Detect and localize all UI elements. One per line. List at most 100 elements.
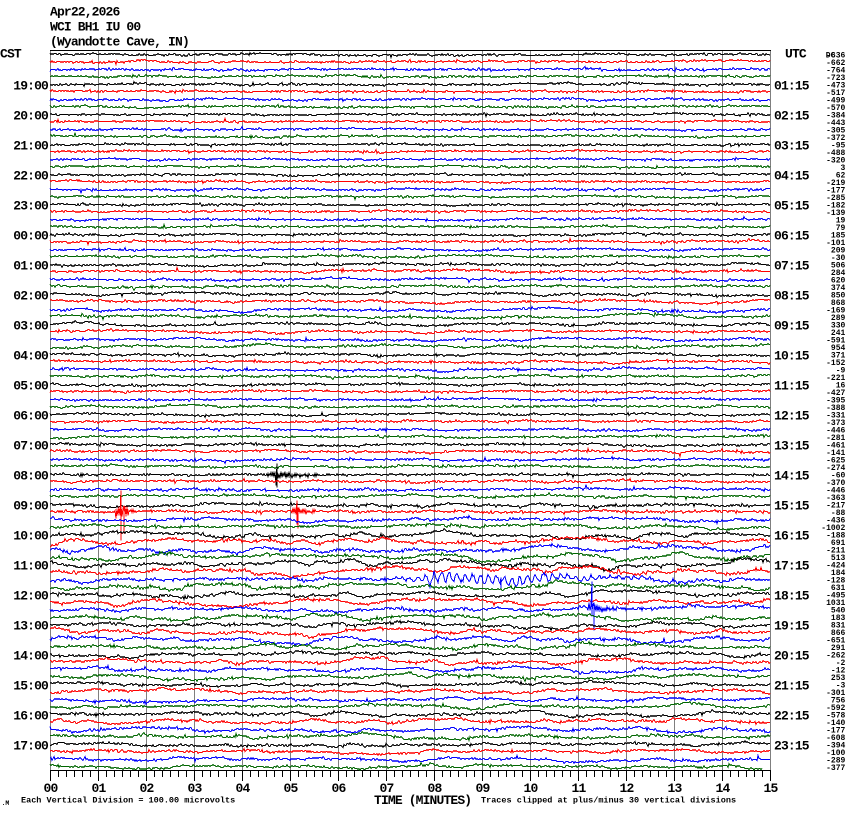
svg-text:14:00: 14:00 [13, 649, 49, 664]
svg-text:-608: -608 [826, 734, 845, 743]
svg-text:-443: -443 [826, 119, 845, 128]
svg-text:06:00: 06:00 [13, 409, 49, 424]
svg-text:01:00: 01:00 [13, 259, 49, 274]
svg-text:03: 03 [188, 781, 203, 796]
svg-text:62: 62 [836, 172, 846, 181]
svg-text:15:00: 15:00 [13, 679, 49, 694]
svg-text:868: 868 [831, 299, 846, 308]
svg-text:08:15: 08:15 [774, 289, 810, 304]
svg-text:-221: -221 [826, 374, 845, 383]
svg-text:05:15: 05:15 [774, 199, 810, 214]
svg-text:10: 10 [524, 781, 539, 796]
svg-text:506: 506 [831, 262, 846, 271]
svg-text:691: 691 [831, 539, 846, 548]
svg-text:15:15: 15:15 [774, 499, 810, 514]
svg-text:11:15: 11:15 [774, 379, 810, 394]
svg-text:UTC: UTC [785, 47, 807, 62]
svg-text:15: 15 [764, 781, 779, 796]
svg-text:-1002: -1002 [821, 524, 845, 533]
svg-text:-301: -301 [826, 689, 845, 698]
svg-text:-285: -285 [826, 194, 845, 203]
svg-text:-281: -281 [826, 434, 845, 443]
svg-text:-473: -473 [826, 82, 845, 91]
svg-text:-373: -373 [826, 419, 845, 428]
svg-text:05:00: 05:00 [13, 379, 49, 394]
svg-text:-461: -461 [826, 442, 845, 451]
svg-text:241: 241 [831, 329, 846, 338]
svg-text:16:00: 16:00 [13, 709, 49, 724]
svg-text:12: 12 [620, 781, 635, 796]
svg-text:Traces clipped at plus/minus 3: Traces clipped at plus/minus 30 vertical… [481, 795, 736, 805]
svg-text:-289: -289 [826, 757, 845, 766]
svg-text:20:15: 20:15 [774, 649, 810, 664]
svg-text:-384: -384 [826, 112, 845, 121]
svg-text:-363: -363 [826, 494, 845, 503]
svg-text:02:00: 02:00 [13, 289, 49, 304]
svg-text:-446: -446 [826, 427, 845, 436]
svg-text:07:00: 07:00 [13, 439, 49, 454]
svg-text:-370: -370 [826, 479, 845, 488]
svg-text:-446: -446 [826, 487, 845, 496]
svg-text:291: 291 [831, 644, 846, 653]
svg-text:00:00: 00:00 [13, 229, 49, 244]
svg-text:13: 13 [668, 781, 683, 796]
svg-text:03:00: 03:00 [13, 319, 49, 334]
svg-text:06: 06 [332, 781, 347, 796]
svg-text:-636: -636 [826, 52, 845, 61]
svg-text:-182: -182 [826, 202, 845, 211]
svg-text:-3: -3 [836, 682, 846, 691]
svg-text:-262: -262 [826, 652, 845, 661]
svg-text:-217: -217 [826, 502, 845, 511]
svg-text:DC: DC [826, 52, 836, 61]
svg-text:13:15: 13:15 [774, 439, 810, 454]
svg-text:18:15: 18:15 [774, 589, 810, 604]
svg-text:-95: -95 [831, 142, 846, 151]
svg-text:11: 11 [572, 781, 587, 796]
svg-text:954: 954 [831, 344, 846, 353]
svg-text:06:15: 06:15 [774, 229, 810, 244]
svg-text:-651: -651 [826, 637, 845, 646]
svg-text:-219: -219 [826, 179, 845, 188]
svg-text:-377: -377 [826, 764, 845, 773]
svg-text:(Wyandotte Cave, IN): (Wyandotte Cave, IN) [50, 35, 189, 50]
svg-text:-331: -331 [826, 412, 845, 421]
svg-text:-188: -188 [826, 532, 845, 541]
svg-text:16: 16 [836, 382, 846, 391]
svg-text:-30: -30 [831, 254, 846, 263]
svg-text:Apr22,2026: Apr22,2026 [50, 5, 120, 20]
svg-text:184: 184 [831, 569, 846, 578]
svg-text:05: 05 [284, 781, 299, 796]
svg-text:-517: -517 [826, 89, 845, 98]
svg-text:79: 79 [836, 224, 846, 233]
svg-text:-372: -372 [826, 134, 845, 143]
svg-text:-305: -305 [826, 127, 845, 136]
svg-text:-169: -169 [826, 307, 845, 316]
svg-text:23:00: 23:00 [13, 199, 49, 214]
svg-text:185: 185 [831, 232, 846, 241]
svg-text:-177: -177 [826, 187, 845, 196]
svg-text:07:15: 07:15 [774, 259, 810, 274]
svg-text:08: 08 [428, 781, 443, 796]
svg-text:CST: CST [0, 47, 22, 62]
svg-text:13:00: 13:00 [13, 619, 49, 634]
svg-text:-578: -578 [826, 712, 845, 721]
svg-text:04:00: 04:00 [13, 349, 49, 364]
svg-text:04: 04 [236, 781, 251, 796]
svg-text:866: 866 [831, 629, 846, 638]
svg-text:12:15: 12:15 [774, 409, 810, 424]
svg-text:01:15: 01:15 [774, 79, 810, 94]
svg-text:-100: -100 [826, 749, 845, 758]
svg-text:WCI BH1 IU 00: WCI BH1 IU 00 [50, 20, 141, 35]
svg-text:-139: -139 [826, 209, 845, 218]
svg-text:253: 253 [831, 674, 846, 683]
svg-text:19:15: 19:15 [774, 619, 810, 634]
svg-text:-394: -394 [826, 742, 845, 751]
svg-text:11:00: 11:00 [13, 559, 49, 574]
svg-text:831: 831 [831, 622, 846, 631]
svg-text:850: 850 [831, 292, 846, 301]
svg-text:22:15: 22:15 [774, 709, 810, 724]
svg-text:21:00: 21:00 [13, 139, 49, 154]
svg-text:07: 07 [380, 781, 394, 796]
svg-text:-88: -88 [831, 509, 846, 518]
svg-text:513: 513 [831, 554, 846, 563]
